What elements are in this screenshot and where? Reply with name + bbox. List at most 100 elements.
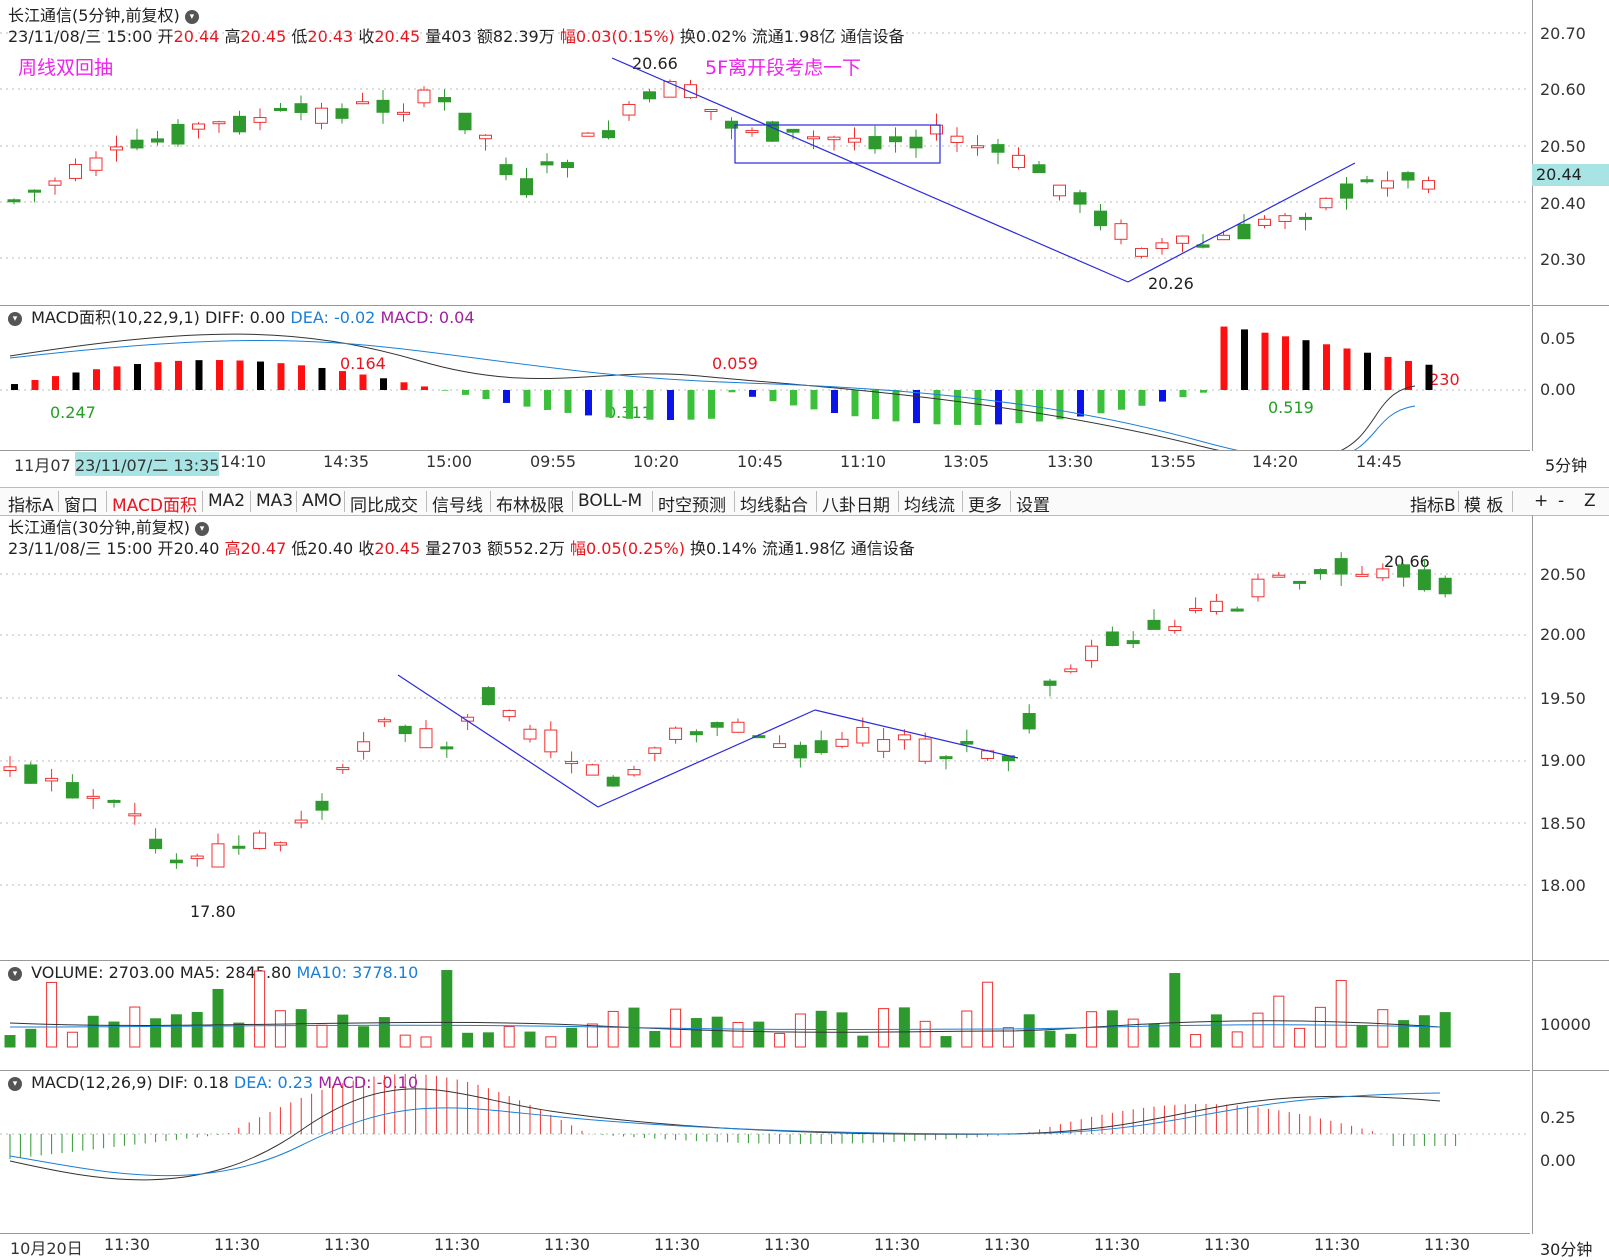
candle-body [773,743,787,749]
zoom-in-button[interactable]: + [1534,491,1549,511]
candle-body [107,799,121,803]
tab-more[interactable]: 更多 [968,496,1002,516]
volume-bar [254,970,266,1048]
collapse-icon[interactable]: ▾ [8,966,22,981]
tab-ma2[interactable]: MA2 [208,491,246,511]
tab-macd-area[interactable]: MACD面积 [112,496,197,516]
volume-bar [1294,1027,1306,1048]
tab-indicator-b[interactable]: 指标B [1410,496,1456,516]
macd-yaxis [1532,1070,1609,1234]
volume-bar [337,1014,349,1048]
candle-body [561,162,574,169]
tab-divider [490,491,491,512]
macd-area-bar [1077,390,1084,417]
period-label-30min[interactable]: 30分钟 [1540,1240,1593,1259]
macd-area-bar [134,364,141,390]
macd-area-panel[interactable]: ▾ MACD面积(10,22,9,1) DIFF: 0.00 DEA: -0.0… [0,305,1530,451]
top-chart-panel[interactable]: 长江通信(5分钟,前复权) ▾ 23/11/08/三 15:00 开20.44 … [0,0,1530,305]
candle-body [438,97,451,103]
candle-body [1217,234,1230,241]
volume-bar [566,1027,578,1048]
macd-area-bar [708,390,715,419]
bottom-chart-panel[interactable]: 长江通信(30分钟,前复权) ▾ 23/11/08/三 15:00 开20.40… [0,515,1530,960]
chevron-down-icon[interactable]: ▾ [184,9,199,24]
candle-body [479,134,492,140]
candle-body [1340,183,1353,199]
candle-body [710,722,724,728]
period-label-5min[interactable]: 5分钟 [1545,456,1588,475]
macd-area-bar [1036,390,1043,422]
tab-template[interactable]: 模 板 [1464,496,1504,516]
volume-bar [1190,1034,1202,1048]
open-value: 20.40 [173,539,220,558]
volume-bar [1002,1027,1014,1048]
tab-ma3[interactable]: MA3 [256,491,294,511]
tab-divider [106,491,107,512]
candle-body [1012,154,1025,168]
candle-body [315,107,328,124]
candle-body [1319,197,1333,209]
volume-bar [462,1032,474,1048]
tab-boll-m[interactable]: BOLL-M [578,491,643,511]
candle-body [1258,218,1271,226]
candle-body [1381,180,1394,189]
macd-area-yaxis-label: 0.05 [1540,329,1576,348]
tab-window[interactable]: 窗口 [64,496,98,516]
macd-area-bar [1097,390,1105,414]
macd-bars-svg [0,1074,1530,1181]
candle-body [169,859,183,864]
tab-amo[interactable]: AMO [302,491,342,511]
top-yaxis-label: 20.30 [1540,250,1586,269]
macd-area-bar [933,390,941,425]
candle-body [1360,179,1374,183]
tab-ma-flow[interactable]: 均线流 [904,496,955,516]
macd-area-bar [216,360,223,390]
z-button[interactable]: Z [1584,491,1596,511]
candle-body [151,138,164,143]
macd-area-bar [154,362,162,390]
tab-yoy-volume[interactable]: 同比成交 [350,496,418,516]
top-yaxis-label: 20.70 [1540,24,1586,43]
volume-bar [108,1021,120,1048]
tab-ma-converge[interactable]: 均线黏合 [740,496,808,516]
tab-divider [344,491,345,512]
tab-time-forecast[interactable]: 时空预测 [658,496,726,516]
tab-boll-limit[interactable]: 布林极限 [496,496,564,516]
bottom-chart-title: 长江通信(30分钟,前复权) ▾ [8,518,213,538]
collapse-icon[interactable]: ▾ [8,1076,22,1091]
collapse-icon[interactable]: ▾ [8,311,22,326]
volume-bar [1106,1010,1118,1048]
macd-area-bar [687,390,695,420]
tab-indicator-a[interactable]: 指标A [8,496,54,516]
indicator-tab-bar: 指标A 窗口 MACD面积 MA2 MA3 AMO 同比成交 信号线 布林极限 … [0,487,1609,516]
candle-body [89,157,103,171]
macd-area-dea: DEA: -0.02 [290,308,376,327]
tab-settings[interactable]: 设置 [1016,496,1050,516]
macd-header: ▾ MACD(12,26,9) DIF: 0.18 DEA: 0.23 MACD… [8,1073,418,1093]
tab-bagua-date[interactable]: 八卦日期 [822,496,890,516]
zoom-out-button[interactable]: - [1558,491,1565,511]
time-label: 11月07 [14,456,71,475]
diff-line [9,333,1416,451]
open-label: 开 [157,27,174,46]
bottom-yaxis-label: 19.00 [1540,751,1586,770]
amount-value: 552.2万 [503,539,565,558]
consolidation-box [734,124,941,164]
macd-panel[interactable]: ▾ MACD(12,26,9) DIF: 0.18 DEA: 0.23 MACD… [0,1070,1530,1234]
candle-body [7,199,21,203]
macd-area-bar [339,371,346,390]
candle-body [606,776,620,787]
volume-panel[interactable]: ▾ VOLUME: 2703.00 MA5: 2845.80 MA10: 377… [0,960,1530,1071]
tab-signal-line[interactable]: 信号线 [432,496,483,516]
macd-area-bar [1241,329,1248,390]
top-time-axis: 11月07 23/11/07/二 13:35 14:10 14:35 15:00… [0,450,1530,476]
candle-body [149,838,163,850]
time-label: 11:30 [1094,1235,1141,1254]
candle-body [669,727,683,740]
candle-body [565,761,579,765]
low-label: 低 [291,27,308,46]
macd-area-bar [1056,390,1064,420]
candle-body [274,107,287,112]
chevron-down-icon[interactable]: ▾ [195,521,210,536]
candle-body [889,136,902,143]
